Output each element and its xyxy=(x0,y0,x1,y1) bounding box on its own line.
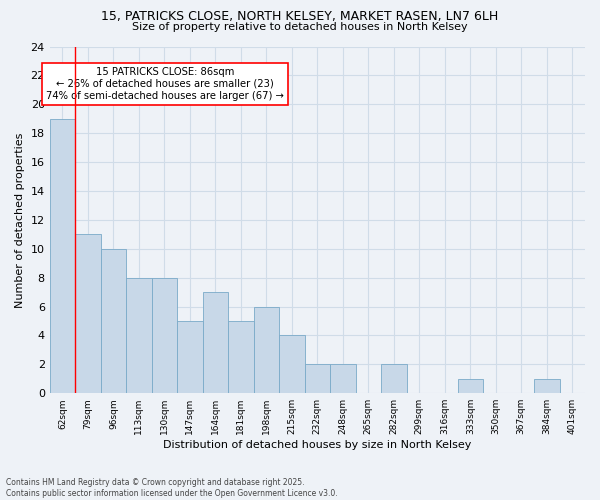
Bar xyxy=(177,321,203,393)
Bar xyxy=(534,379,560,393)
Bar xyxy=(458,379,483,393)
Bar xyxy=(228,321,254,393)
Text: Contains HM Land Registry data © Crown copyright and database right 2025.
Contai: Contains HM Land Registry data © Crown c… xyxy=(6,478,338,498)
Text: 15, PATRICKS CLOSE, NORTH KELSEY, MARKET RASEN, LN7 6LH: 15, PATRICKS CLOSE, NORTH KELSEY, MARKET… xyxy=(101,10,499,23)
Bar xyxy=(152,278,177,393)
Bar xyxy=(254,306,279,393)
Text: 15 PATRICKS CLOSE: 86sqm
← 26% of detached houses are smaller (23)
74% of semi-d: 15 PATRICKS CLOSE: 86sqm ← 26% of detach… xyxy=(46,68,284,100)
Bar xyxy=(330,364,356,393)
Bar xyxy=(126,278,152,393)
Bar xyxy=(203,292,228,393)
Bar xyxy=(279,336,305,393)
Bar xyxy=(381,364,407,393)
X-axis label: Distribution of detached houses by size in North Kelsey: Distribution of detached houses by size … xyxy=(163,440,472,450)
Bar xyxy=(50,118,75,393)
Text: Size of property relative to detached houses in North Kelsey: Size of property relative to detached ho… xyxy=(132,22,468,32)
Bar xyxy=(75,234,101,393)
Bar xyxy=(305,364,330,393)
Bar xyxy=(101,248,126,393)
Y-axis label: Number of detached properties: Number of detached properties xyxy=(15,132,25,308)
